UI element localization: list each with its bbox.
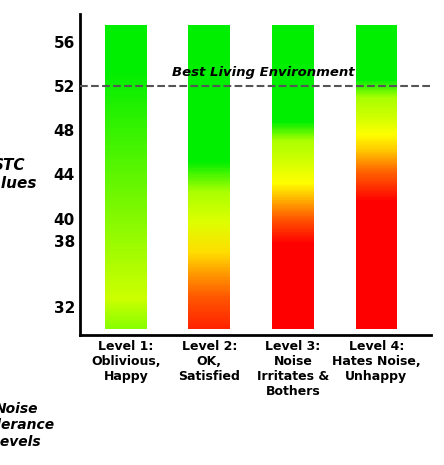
Text: Noise
Tolerance
Levels: Noise Tolerance Levels	[0, 402, 54, 449]
Y-axis label: STC
Values: STC Values	[0, 158, 37, 191]
Text: Best Living Environment: Best Living Environment	[172, 66, 354, 79]
